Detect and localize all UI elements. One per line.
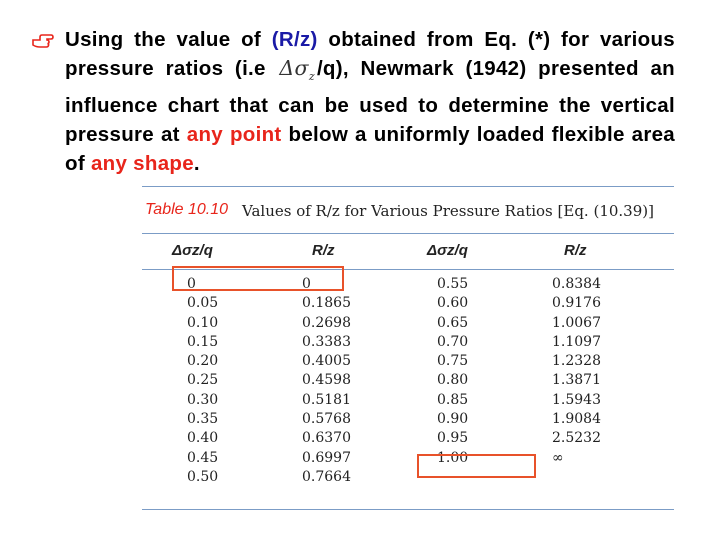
table-row: 0 0 0.55 0.8384 (142, 275, 674, 294)
highlight-box-first-row (172, 266, 344, 291)
table-cell: 0.40 (187, 430, 219, 447)
table-body: 0 0 0.55 0.8384 0.05 0.1865 0.60 0.9176 0.10 0.26… (142, 270, 674, 509)
table-cell: 0.65 (437, 314, 469, 331)
table-cell: 0.05 (187, 295, 219, 312)
table-cell: 0.6370 (302, 430, 351, 447)
table-cell: 0.6997 (302, 449, 351, 466)
table-cell: 0.70 (437, 333, 469, 350)
table-cell: 0.85 (437, 391, 469, 408)
table-cell: 1.1097 (552, 333, 601, 350)
table-cell: 0.3383 (302, 333, 351, 350)
table-cell: 0 (187, 276, 196, 292)
table-cell: 0.55 (437, 276, 469, 292)
delta-sigma-symbol: Δσz (279, 54, 315, 91)
table-cell: 0.75 (437, 353, 469, 370)
values-table: Table 10.10 Values of R/z for Various Pr… (142, 186, 674, 510)
table-row: 0.25 0.4598 0.80 1.3871 (142, 371, 674, 390)
table-cell: 0.4005 (302, 353, 351, 370)
table-cell: 0.35 (187, 411, 219, 428)
table-cell: 1.00 (437, 449, 469, 466)
table-top-rule (142, 186, 674, 187)
table-cell: 0.5768 (302, 411, 351, 428)
table-row: 0.20 0.4005 0.75 1.2328 (142, 352, 674, 371)
table-row: 0.05 0.1865 0.60 0.9176 (142, 294, 674, 313)
text-segment: below a uniformly loaded flexible area o… (65, 123, 675, 176)
table-row: 0.45 0.6997 1.00 ∞ (142, 449, 674, 468)
table-row: 0.30 0.5181 0.85 1.5943 (142, 391, 674, 410)
table-cell: 1.9084 (552, 411, 601, 428)
math-symbol: Δσ (279, 56, 309, 80)
table-row: 0.15 0.3383 0.70 1.1097 (142, 333, 674, 352)
table-cell: ∞ (552, 449, 564, 466)
math-subscript: z (308, 70, 315, 84)
table-row: 0.10 0.2698 0.65 1.0067 (142, 314, 674, 333)
rz-term: (R/z) (271, 28, 318, 51)
table-row: 0.40 0.6370 0.95 2.5232 (142, 429, 674, 448)
table-body-rule (142, 269, 674, 270)
bullet-text: Using the value of (R/z) obtained from E… (65, 25, 675, 178)
table-cell: 0.15 (187, 333, 219, 350)
text-segment: . (193, 152, 200, 176)
table-cell: 0.95 (437, 430, 469, 447)
any-point-emphasis: any point (186, 123, 282, 147)
table-cell: 0.80 (437, 372, 469, 389)
table-cell: 0.20 (187, 353, 219, 370)
table-cell: 0.9176 (552, 295, 601, 312)
table-caption-text: Values of R/z for Various Pressure Ratio… (242, 202, 654, 220)
table-cell: 1.3871 (552, 372, 601, 389)
table-caption: Table 10.10 Values of R/z for Various Pr… (142, 187, 674, 233)
highlight-box-infinity-row (417, 454, 536, 478)
table-bottom-rule (142, 509, 674, 510)
table-row: 0.50 0.7664 (142, 468, 674, 487)
table-cell: 0.10 (187, 314, 219, 331)
any-shape-emphasis: any shape (90, 152, 194, 176)
table-cell: 0.8384 (552, 276, 601, 292)
table-cell: 0.4598 (302, 372, 351, 389)
hand-pointing-icon (32, 34, 54, 48)
text-segment: obtained from Eq. (*) for various pressu… (65, 28, 675, 80)
text-segment: /q), Newmark (1942) presented an influen… (65, 57, 676, 147)
text-segment: Using the value of (65, 28, 272, 51)
table-number: Table 10.10 (145, 201, 229, 218)
header-ratio-2: Δσz/q (427, 242, 468, 259)
table-cell: 0.50 (187, 468, 219, 485)
table-cell: 0.1865 (302, 295, 351, 312)
table-header-row: Δσz/q R/z Δσz/q R/z (142, 234, 674, 269)
table-cell: 0.60 (437, 295, 469, 312)
table-cell: 0 (302, 276, 311, 292)
table-row: 0.35 0.5768 0.90 1.9084 (142, 410, 674, 429)
table-cell: 0.45 (187, 449, 219, 466)
table-cell: 0.2698 (302, 314, 351, 331)
table-cell: 0.90 (437, 411, 469, 428)
bullet-paragraph: Using the value of (R/z) obtained from E… (30, 25, 675, 178)
header-rz-2: R/z (564, 242, 587, 259)
table-cell: 0.5181 (302, 391, 351, 408)
table-cell: 0.7664 (302, 468, 351, 485)
table-cell: 1.5943 (552, 391, 601, 408)
table-cell: 2.5232 (552, 430, 601, 447)
table-header-rule (142, 233, 674, 234)
table-cell: 1.0067 (552, 314, 601, 331)
table-cell: 0.30 (187, 391, 219, 408)
table-cell: 1.2328 (552, 353, 601, 370)
header-ratio-1: Δσz/q (172, 242, 213, 259)
table-cell: 0.25 (187, 372, 219, 389)
header-rz-1: R/z (312, 242, 335, 259)
